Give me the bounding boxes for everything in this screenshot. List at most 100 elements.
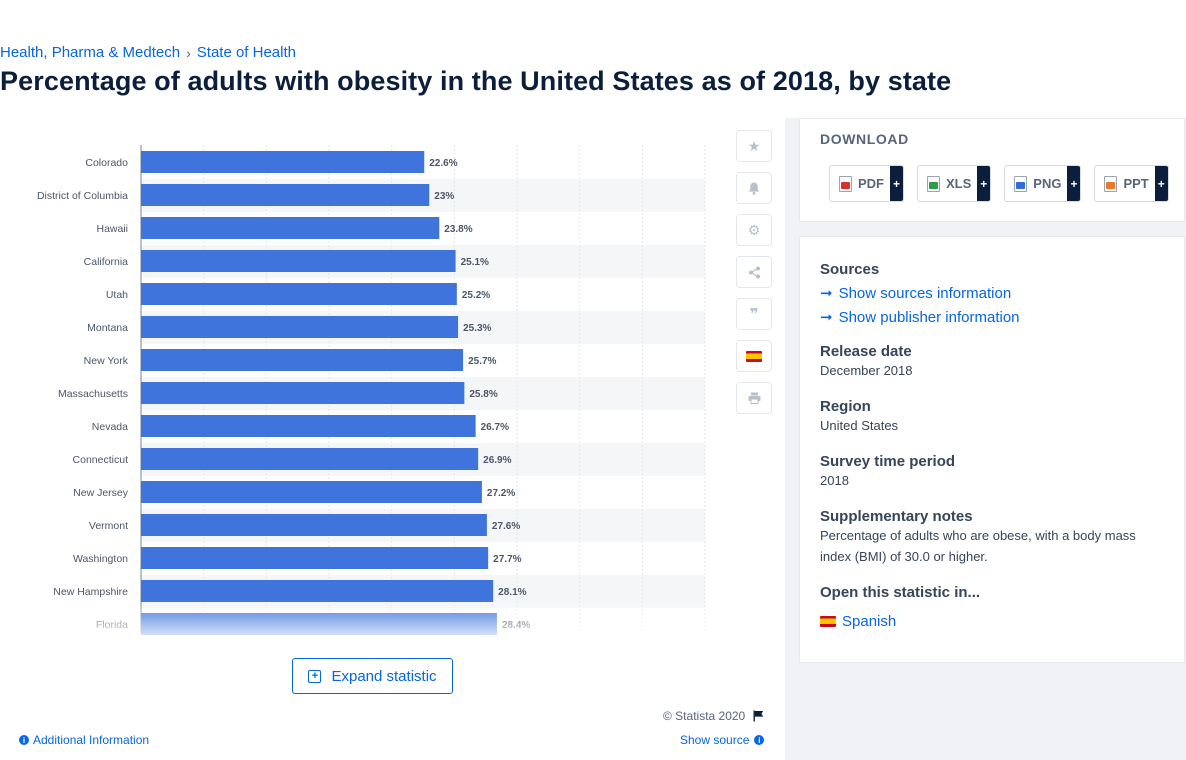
- share-icon: [748, 266, 760, 278]
- tick-label: Washington: [73, 553, 128, 565]
- supplementary-notes-value: Percentage of adults who are obese, with…: [820, 528, 1136, 564]
- bar: [141, 415, 476, 437]
- data-label: 23%: [434, 191, 454, 202]
- bar: [141, 349, 464, 371]
- data-label: 25.8%: [469, 389, 497, 400]
- additional-information-link[interactable]: i Additional Information: [19, 733, 149, 747]
- sources-heading: Sources: [820, 261, 880, 278]
- notes-section: Supplementary notes Percentage of adults…: [820, 508, 1150, 567]
- bar: [141, 448, 479, 470]
- ppt-file-color: [1106, 181, 1116, 189]
- data-label: 25.7%: [468, 356, 496, 367]
- download-xls-plus[interactable]: +: [977, 166, 991, 201]
- tick-label: Massachusetts: [58, 388, 128, 400]
- language-button[interactable]: [736, 340, 772, 372]
- page-title: Percentage of adults with obesity in the…: [0, 66, 952, 96]
- settings-button[interactable]: ⚙: [736, 214, 772, 246]
- flag-es-icon: [746, 350, 762, 362]
- download-xls-button[interactable]: XLS +: [917, 165, 992, 202]
- breadcrumb: Health, Pharma & Medtech › State of Heal…: [0, 44, 296, 61]
- info-icon: i: [754, 735, 765, 745]
- pdf-file-icon: [839, 175, 852, 192]
- favorite-button[interactable]: ★: [736, 130, 772, 162]
- data-label: 27.7%: [493, 554, 521, 565]
- bar: [141, 250, 456, 272]
- bell-icon: [748, 182, 760, 195]
- download-pdf-button[interactable]: PDF +: [829, 165, 904, 202]
- info-icon: i: [19, 735, 29, 745]
- share-button[interactable]: [736, 256, 772, 288]
- flag-icon[interactable]: [753, 710, 764, 722]
- tick-label: New Hampshire: [53, 586, 128, 598]
- xls-file-color: [929, 181, 938, 189]
- download-ppt-label: PPT: [1123, 176, 1149, 191]
- data-label: 22.6%: [429, 158, 457, 169]
- chart-fade-overlay: [0, 600, 720, 642]
- bar: [141, 547, 489, 569]
- show-sources-link[interactable]: ➞ Show sources information: [820, 284, 1012, 303]
- copyright-text: © Statista 2020: [663, 709, 746, 723]
- bar: [141, 217, 440, 239]
- notification-button[interactable]: [736, 172, 772, 204]
- breadcrumb-separator: ›: [186, 44, 191, 61]
- additional-information-label: Additional Information: [33, 733, 150, 747]
- star-icon: ★: [747, 137, 761, 154]
- data-label: 25.1%: [461, 257, 489, 268]
- png-file-color: [1016, 181, 1026, 189]
- xls-file-icon: [927, 175, 940, 192]
- show-source-link[interactable]: Show source i: [680, 733, 765, 747]
- print-icon: [748, 392, 760, 404]
- arrow-right-icon: ➞: [820, 309, 833, 326]
- download-title: DOWNLOAD: [820, 131, 909, 147]
- data-label: 26.7%: [481, 422, 509, 433]
- survey-period-heading: Survey time period: [820, 453, 956, 470]
- tick-label: Utah: [106, 289, 128, 301]
- ppt-file-icon: [1104, 175, 1118, 192]
- statistic-info-panel: Sources ➞ Show sources information ➞ Sho…: [799, 236, 1185, 663]
- bar: [141, 283, 457, 305]
- download-png-plus[interactable]: +: [1067, 166, 1081, 201]
- flag-es-icon: [820, 616, 836, 627]
- download-pdf-main: PDF: [830, 166, 890, 201]
- open-in-heading: Open this statistic in...: [820, 584, 981, 601]
- breadcrumb-parent-link[interactable]: Health, Pharma & Medtech: [0, 44, 181, 61]
- download-xls-label: XLS: [946, 176, 972, 191]
- expand-statistic-label: Expand statistic: [331, 667, 437, 685]
- arrow-right-icon: ➞: [820, 285, 833, 302]
- download-png-label: PNG: [1033, 176, 1062, 191]
- download-pdf-plus[interactable]: +: [890, 166, 903, 201]
- region-section: Region United States: [820, 398, 898, 436]
- download-png-button[interactable]: PNG +: [1004, 165, 1082, 202]
- bar: [141, 184, 430, 206]
- expand-statistic-button[interactable]: + Expand statistic: [292, 658, 453, 694]
- release-section: Release date December 2018: [820, 343, 913, 381]
- open-in-spanish-link[interactable]: Spanish: [820, 613, 896, 630]
- show-publisher-link[interactable]: ➞ Show publisher information: [820, 308, 1020, 327]
- download-xls-main: XLS: [918, 166, 977, 201]
- supplementary-notes-heading: Supplementary notes: [820, 508, 973, 525]
- data-label: 23.8%: [444, 224, 472, 235]
- data-label: 26.9%: [483, 455, 511, 466]
- tick-label: Nevada: [92, 421, 128, 433]
- show-sources-label: Show sources information: [838, 284, 1012, 302]
- cite-button[interactable]: ❞: [736, 298, 772, 330]
- download-ppt-main: PPT: [1095, 166, 1154, 201]
- data-label: 28.1%: [498, 587, 526, 598]
- tick-label: New York: [84, 355, 129, 367]
- bar: [141, 481, 482, 503]
- download-ppt-button[interactable]: PPT +: [1094, 165, 1169, 202]
- pdf-file-color: [841, 181, 850, 189]
- data-label: 25.2%: [462, 290, 490, 301]
- breadcrumb-current-link[interactable]: State of Health: [196, 44, 296, 61]
- print-button[interactable]: [736, 382, 772, 414]
- open-in-spanish-label: Spanish: [842, 613, 897, 630]
- quote-icon: ❞: [749, 306, 759, 323]
- tick-label: District of Columbia: [37, 190, 128, 202]
- region-value: United States: [820, 418, 899, 433]
- download-ppt-plus[interactable]: +: [1154, 166, 1168, 201]
- bar: [141, 580, 494, 602]
- copyright: © Statista 2020: [663, 709, 764, 723]
- data-label: 27.2%: [487, 488, 515, 499]
- tick-label: California: [84, 256, 129, 268]
- gear-icon: ⚙: [747, 221, 761, 238]
